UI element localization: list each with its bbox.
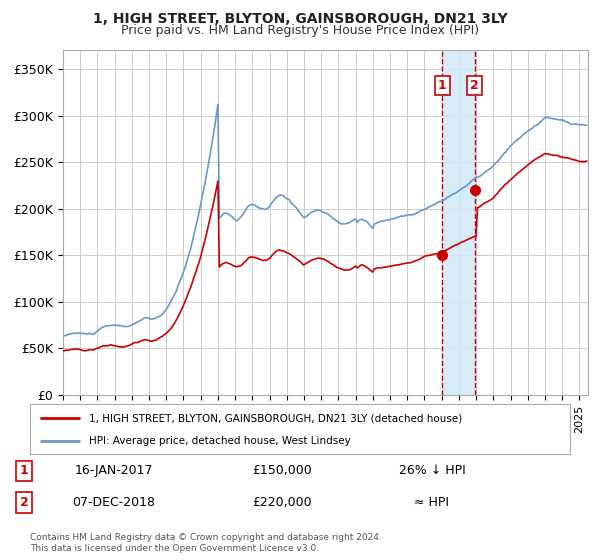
Text: Contains HM Land Registry data © Crown copyright and database right 2024.
This d: Contains HM Land Registry data © Crown c…	[30, 533, 382, 553]
Text: 1, HIGH STREET, BLYTON, GAINSBOROUGH, DN21 3LY: 1, HIGH STREET, BLYTON, GAINSBOROUGH, DN…	[92, 12, 508, 26]
Text: 07-DEC-2018: 07-DEC-2018	[73, 496, 155, 509]
Text: 26% ↓ HPI: 26% ↓ HPI	[398, 464, 466, 478]
Text: 1: 1	[20, 464, 28, 478]
Text: ≈ HPI: ≈ HPI	[415, 496, 449, 509]
Text: 1: 1	[438, 80, 447, 92]
Text: 16-JAN-2017: 16-JAN-2017	[75, 464, 153, 478]
Bar	[442, 50, 475, 395]
Text: 1, HIGH STREET, BLYTON, GAINSBOROUGH, DN21 3LY (detached house): 1, HIGH STREET, BLYTON, GAINSBOROUGH, DN…	[89, 413, 463, 423]
Text: £220,000: £220,000	[252, 496, 312, 509]
Text: 2: 2	[470, 80, 479, 92]
Text: £150,000: £150,000	[252, 464, 312, 478]
Text: 2: 2	[20, 496, 28, 509]
Text: HPI: Average price, detached house, West Lindsey: HPI: Average price, detached house, West…	[89, 436, 351, 446]
Text: Price paid vs. HM Land Registry's House Price Index (HPI): Price paid vs. HM Land Registry's House …	[121, 24, 479, 36]
